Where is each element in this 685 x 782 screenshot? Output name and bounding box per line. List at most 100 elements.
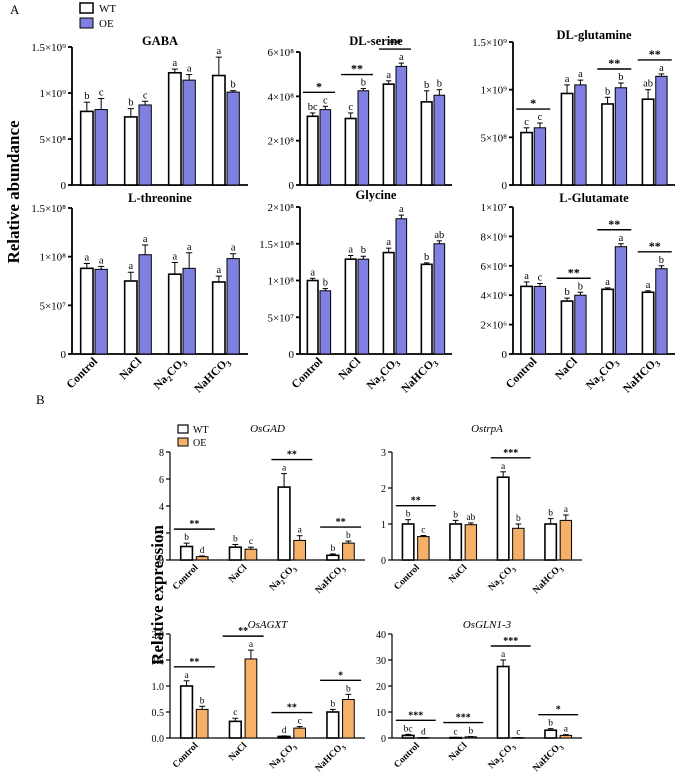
significance-letter: a — [564, 725, 569, 735]
significance-letter: a — [564, 505, 569, 515]
x-category-label: NaHCO3 — [192, 356, 233, 397]
significance-letter: a — [217, 46, 222, 57]
significance-letter: bc — [308, 102, 318, 113]
significance-letter: b — [361, 78, 366, 89]
x-category-label: Na2CO3 — [365, 356, 403, 394]
bar-oe-control — [533, 127, 547, 186]
bar-oe-na2co3 — [395, 218, 408, 355]
x-category-label: NaCl — [118, 356, 145, 383]
y-tick-label: 1×10⁹ — [480, 85, 507, 97]
significance-stars: ** — [336, 517, 346, 528]
bar-wt-control — [520, 285, 534, 355]
significance-letter: d — [421, 728, 426, 738]
legend-b: WT OE — [177, 424, 209, 449]
significance-stars: ** — [189, 519, 199, 530]
y-tick-label: 6×10⁶ — [480, 261, 507, 273]
significance-letter: c — [249, 537, 253, 547]
significance-letter: a — [646, 280, 651, 291]
significance-letter: a — [143, 234, 148, 245]
y-title-panel-b: Relative expression — [148, 524, 167, 664]
bar-oe-nacl — [138, 254, 152, 355]
bar-oe-nahco3 — [342, 699, 355, 739]
significance-letter: b — [605, 86, 610, 97]
x-category-label: Na2CO3 — [268, 741, 300, 773]
y-tick-label: 4×10⁸ — [267, 91, 294, 103]
y-tick-label: 0 — [289, 180, 295, 192]
significance-letter: b — [548, 719, 553, 729]
y-tick-label: 0 — [381, 734, 386, 745]
bar-wt-nahco3 — [544, 729, 558, 739]
chart-title: L-threonine — [128, 191, 192, 205]
significance-letter: a — [298, 526, 303, 536]
bar-wt-nacl — [228, 720, 242, 739]
significance-letter: c — [421, 526, 425, 536]
bar-oe-nacl — [357, 90, 370, 186]
significance-letter: c — [538, 112, 543, 123]
significance-stars: ** — [287, 450, 297, 461]
y-tick-label: 1×10⁸ — [39, 252, 66, 264]
x-category-label: Na2CO3 — [584, 356, 622, 394]
significance-letter: b — [346, 684, 351, 694]
significance-letter: b — [468, 727, 473, 737]
bar-wt-nahco3 — [641, 98, 655, 186]
significance-letter: b — [346, 531, 351, 541]
significance-letter: c — [143, 90, 148, 101]
significance-letter: a — [173, 252, 178, 263]
significance-stars: ** — [238, 626, 248, 637]
x-category-label: Control — [171, 563, 201, 593]
bar-oe-na2co3 — [293, 727, 307, 739]
significance-letter: b — [516, 514, 521, 524]
bar-oe-nahco3 — [226, 91, 240, 186]
x-category-label: NaHCO3 — [531, 741, 566, 776]
significance-letter: a — [217, 265, 222, 276]
y-tick-label: 0.5 — [152, 708, 165, 719]
bar-wt-nahco3 — [326, 711, 340, 739]
panel-label-a: A — [10, 2, 20, 17]
significance-letter: a — [659, 63, 664, 74]
significance-stars: ** — [389, 36, 401, 50]
bar-wt-na2co3 — [382, 251, 395, 355]
x-category-label: NaHCO3 — [314, 563, 349, 598]
y-tick-label: 0 — [289, 349, 295, 361]
significance-letter: b — [233, 534, 238, 544]
significance-letter: a — [399, 204, 404, 215]
bar-oe-control — [94, 268, 108, 355]
bar-wt-nahco3 — [211, 74, 226, 186]
bar-wt-control — [306, 115, 319, 186]
significance-letter: b — [361, 245, 366, 256]
bar-oe-control — [533, 285, 547, 355]
bar-oe-nahco3 — [559, 519, 573, 561]
significance-letter: b — [184, 533, 189, 543]
bar-wt-nahco3 — [420, 263, 433, 355]
bar-wt-control — [79, 110, 94, 186]
bar-oe-control — [319, 109, 332, 186]
significance-stars: *** — [408, 710, 423, 721]
significance-letter: b — [453, 510, 458, 520]
y-tick-label: 1.5×10⁸ — [31, 203, 66, 215]
bar-wt-na2co3 — [496, 476, 510, 561]
significance-letter: a — [129, 261, 134, 272]
significance-letter: a — [619, 233, 624, 244]
significance-stars: * — [530, 96, 536, 110]
significance-letter: c — [348, 102, 353, 113]
bar-wt-nacl — [344, 258, 357, 355]
chart-title: L-Glutamate — [559, 191, 629, 205]
significance-letter: a — [187, 242, 192, 253]
significance-letter: a — [249, 640, 254, 650]
significance-stars: ** — [351, 62, 363, 76]
significance-letter: b — [128, 98, 133, 109]
legend-b-oe-swatch — [177, 437, 189, 447]
significance-letter: a — [173, 58, 178, 69]
x-category-label: Control — [65, 356, 100, 391]
bar-oe-control — [319, 290, 332, 355]
significance-stars: *** — [456, 713, 471, 724]
x-category-label: Control — [504, 356, 539, 391]
significance-letter: ab — [466, 513, 475, 523]
bar-wt-control — [520, 131, 534, 186]
significance-letter: c — [323, 95, 328, 106]
bar-wt-na2co3 — [601, 288, 615, 355]
bar-oe-na2co3 — [512, 527, 525, 561]
y-tick-label: 20 — [376, 682, 386, 693]
